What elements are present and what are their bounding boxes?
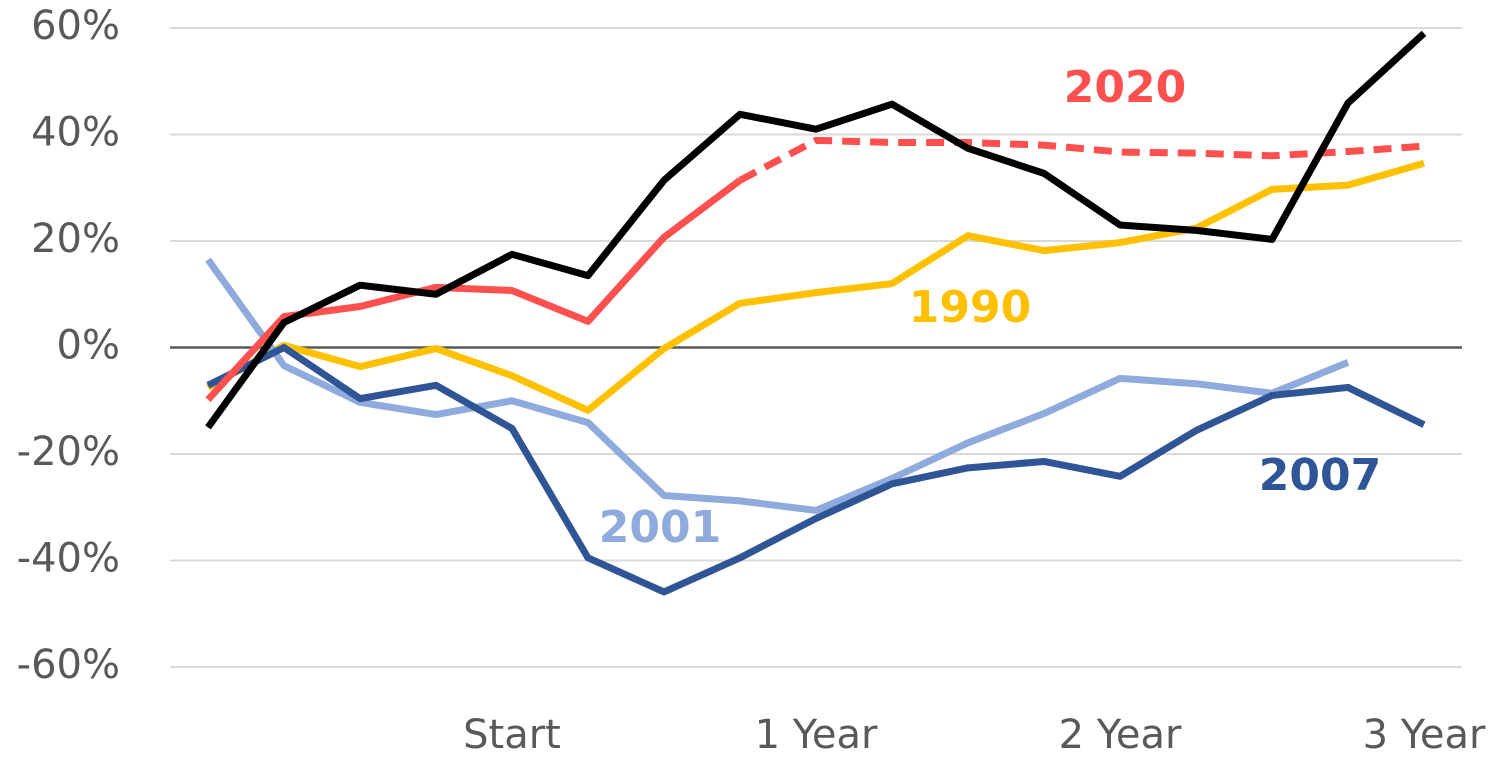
series-line	[206, 344, 1426, 596]
series-line	[205, 30, 1427, 430]
x-tick-label: Start	[463, 712, 561, 757]
y-tick-label: 60%	[31, 3, 120, 49]
y-tick-label: -60%	[17, 642, 120, 688]
x-tick-label: 3 Year	[1363, 712, 1486, 757]
series-label: 2001	[599, 502, 721, 553]
y-tick-label: -20%	[17, 429, 120, 475]
series-line	[738, 136, 1425, 184]
series-label: 1990	[909, 282, 1031, 333]
x-tick-label: 2 Year	[1059, 712, 1182, 757]
series-line	[205, 257, 1350, 514]
y-tick-label: 0%	[57, 323, 120, 369]
y-tick-label: -40%	[17, 536, 120, 582]
y-tick-label: 20%	[31, 216, 120, 262]
series-label: 2020	[1064, 62, 1186, 113]
y-tick-label: 40%	[31, 110, 120, 156]
x-tick-label: 1 Year	[755, 712, 878, 757]
series-line	[206, 159, 1425, 414]
series-label: 2007	[1259, 450, 1381, 501]
